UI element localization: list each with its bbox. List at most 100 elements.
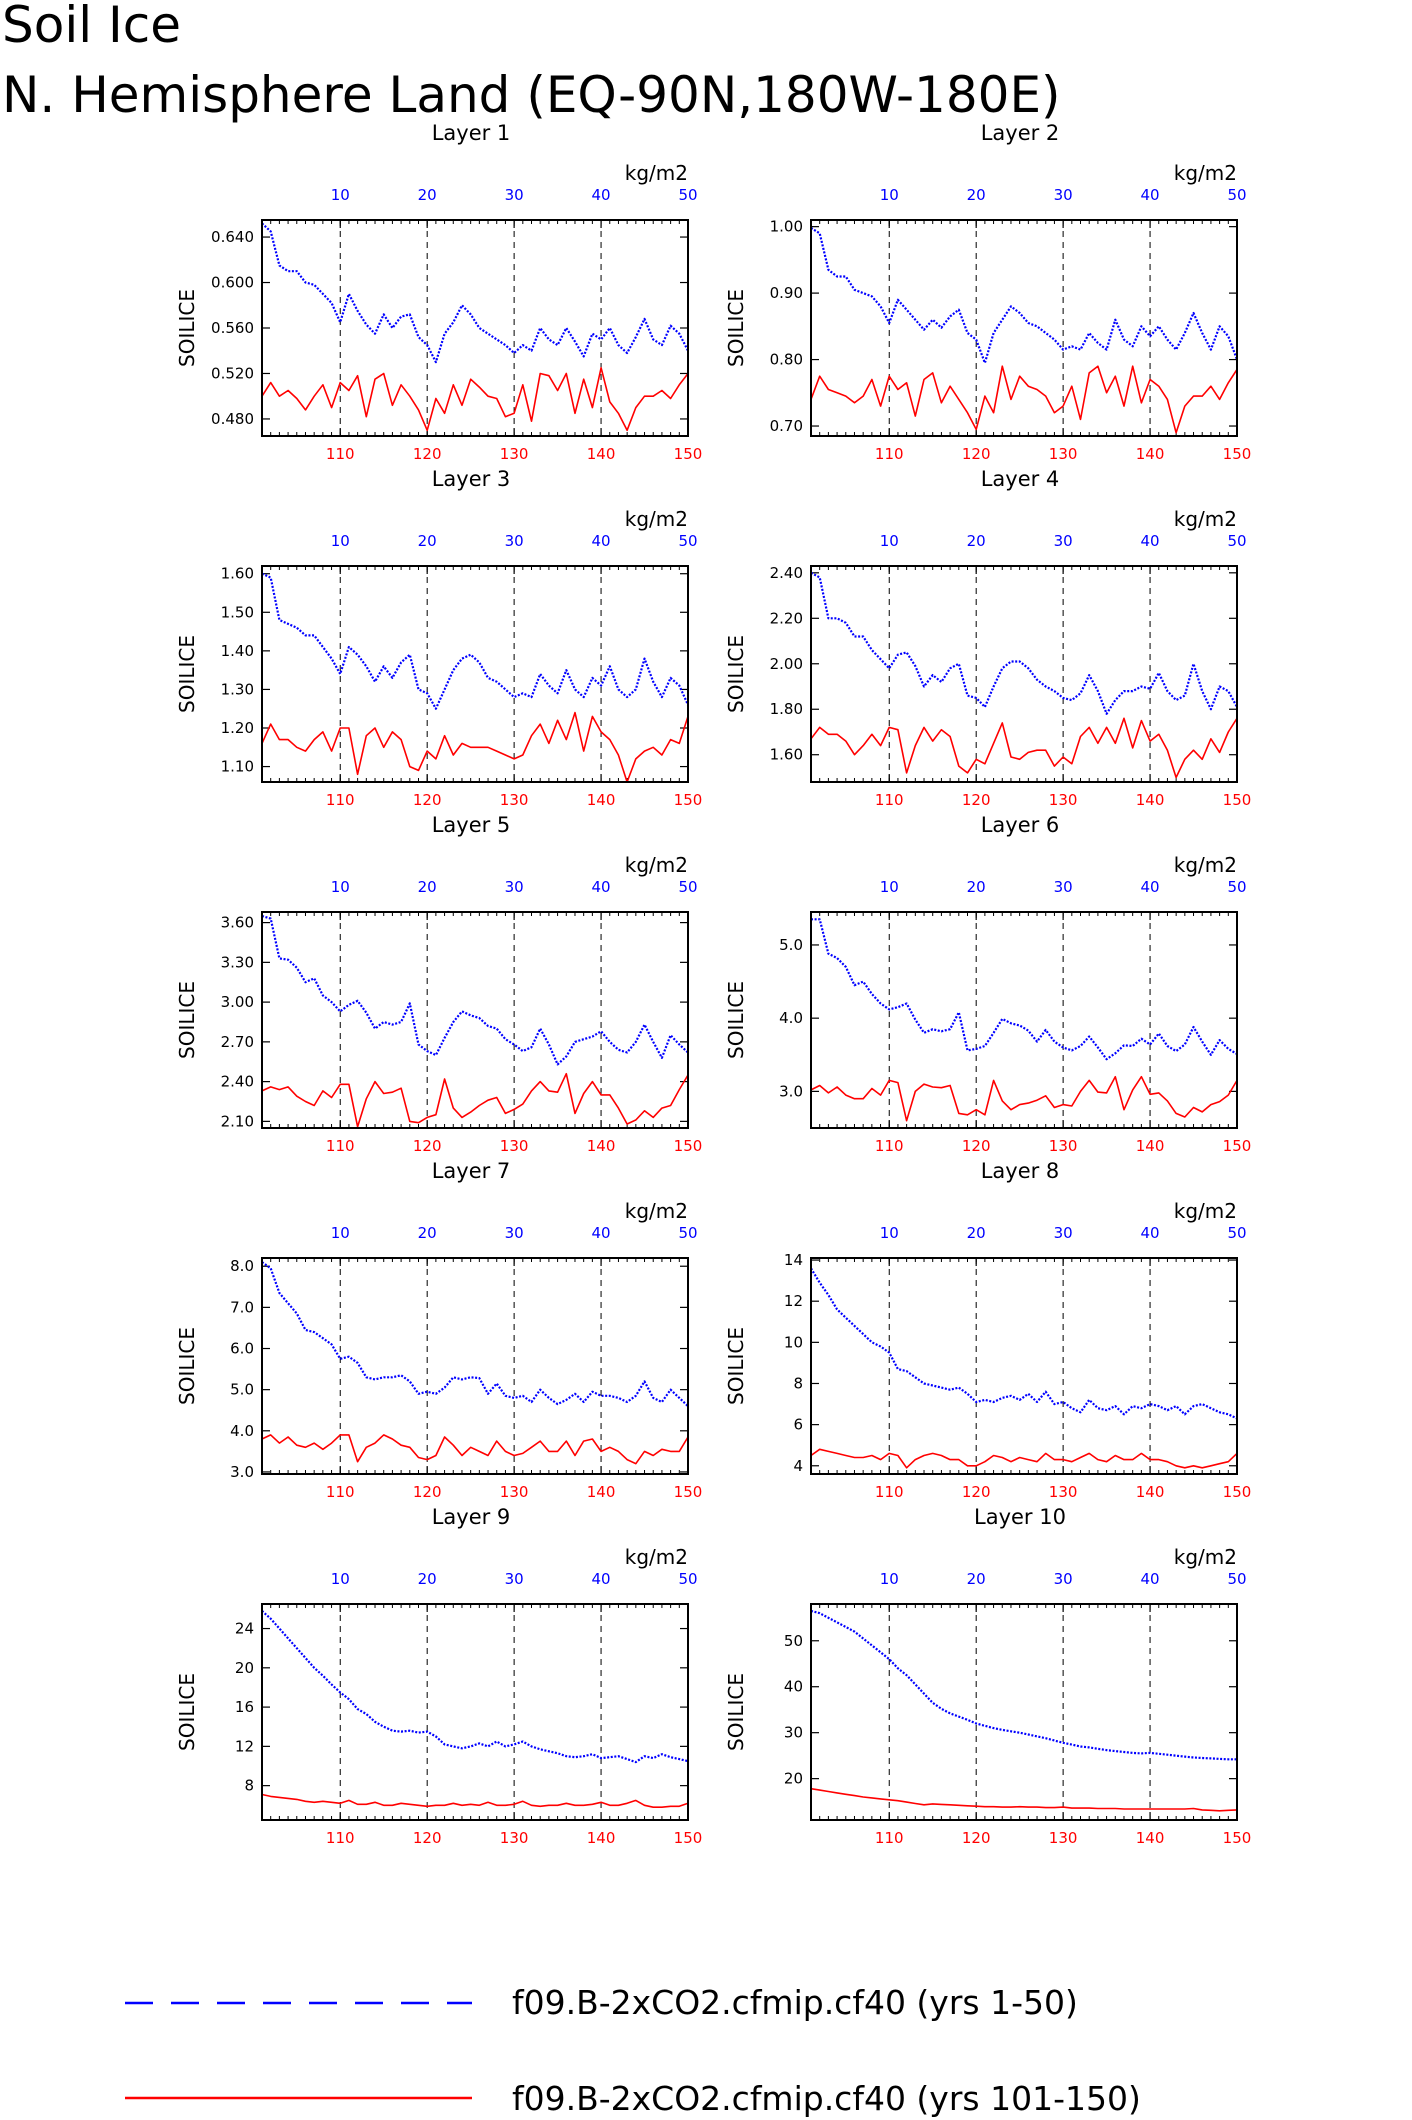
chart-panel: Layer 7 kg/m2 10 20 30 40 50 110 120 130 140 150 3.0…	[175, 1159, 702, 1501]
y-tick-label: 2.20	[770, 609, 803, 627]
series-line-yrs-101-150	[261, 1434, 689, 1465]
bottom-tick-label: 130	[1049, 445, 1078, 463]
top-tick-label: 40	[592, 1224, 611, 1242]
series-line-yrs-1-50	[261, 1261, 689, 1407]
top-tick-label: 30	[505, 186, 524, 204]
bottom-tick-label: 110	[326, 1483, 355, 1501]
bottom-tick-label: 150	[674, 445, 703, 463]
panel-title: Layer 8	[981, 1159, 1060, 1183]
y-axis-label: SOILICE	[724, 1327, 748, 1405]
y-tick-label: 3.0	[230, 1463, 254, 1481]
y-tick-label: 1.10	[221, 758, 254, 776]
y-tick-label: 0.560	[211, 319, 254, 337]
bottom-tick-label: 150	[674, 791, 703, 809]
top-tick-label: 30	[505, 878, 524, 896]
top-tick-label: 20	[967, 1224, 986, 1242]
bottom-tick-label: 120	[962, 1483, 991, 1501]
top-tick-label: 10	[331, 186, 350, 204]
panel-title: Layer 4	[981, 467, 1060, 491]
top-tick-label: 40	[592, 1570, 611, 1588]
top-axis-unit-label: kg/m2	[1174, 853, 1237, 877]
y-axis-label: SOILICE	[724, 1673, 748, 1751]
panel-title: Layer 9	[432, 1505, 511, 1529]
top-tick-label: 10	[331, 1570, 350, 1588]
y-tick-label: 8	[793, 1374, 803, 1392]
series-line-yrs-101-150	[810, 1787, 1238, 1812]
plot-frame	[261, 911, 689, 1129]
y-axis-label: SOILICE	[724, 635, 748, 713]
series-line-yrs-1-50	[810, 1267, 1238, 1420]
bottom-tick-label: 130	[1049, 1829, 1078, 1847]
y-tick-label: 20	[235, 1659, 254, 1677]
plot-frame	[261, 219, 689, 437]
y-tick-label: 30	[784, 1724, 803, 1742]
bottom-tick-label: 150	[1223, 1483, 1252, 1501]
bottom-tick-label: 140	[1136, 1137, 1165, 1155]
series-line-yrs-1-50	[261, 222, 689, 364]
plot-frame	[810, 911, 1238, 1129]
top-tick-label: 20	[418, 878, 437, 896]
y-axis-label: SOILICE	[175, 981, 199, 1059]
legend: f09.B-2xCO2.cfmip.cf40 (yrs 1-50) f09.B-…	[125, 1983, 1141, 2118]
bottom-tick-label: 150	[1223, 791, 1252, 809]
top-tick-label: 40	[592, 186, 611, 204]
top-tick-label: 20	[967, 1570, 986, 1588]
y-axis-label: SOILICE	[175, 289, 199, 367]
y-axis-label: SOILICE	[175, 635, 199, 713]
top-tick-label: 50	[678, 1224, 697, 1242]
top-tick-label: 20	[967, 186, 986, 204]
chart-panel: Layer 3 kg/m2 10 20 30 40 50 110 120 130 140 150 1.1…	[175, 467, 702, 809]
series-line-yrs-1-50	[810, 1609, 1237, 1761]
bottom-tick-label: 120	[413, 1483, 442, 1501]
chart-panel: Layer 8 kg/m2 10 20 30 40 50 110 120 130 140 150 4 6 8…	[724, 1159, 1251, 1501]
y-tick-label: 1.60	[770, 746, 803, 764]
panel-title: Layer 10	[974, 1505, 1066, 1529]
top-tick-label: 30	[505, 1570, 524, 1588]
top-tick-label: 20	[418, 186, 437, 204]
bottom-tick-label: 140	[587, 445, 616, 463]
y-axis-label: SOILICE	[724, 289, 748, 367]
bottom-tick-label: 120	[962, 1829, 991, 1847]
top-tick-label: 40	[592, 878, 611, 896]
y-tick-label: 40	[784, 1678, 803, 1696]
series-line-yrs-101-150	[261, 366, 689, 432]
plot-frame	[261, 1603, 689, 1821]
y-tick-label: 10	[784, 1333, 803, 1351]
series-line-yrs-101-150	[810, 717, 1238, 779]
panel-title: Layer 5	[432, 813, 511, 837]
plot-frame	[810, 1603, 1238, 1821]
panel-title: Layer 1	[432, 121, 511, 145]
bottom-tick-label: 130	[500, 1829, 529, 1847]
bottom-tick-label: 110	[326, 1829, 355, 1847]
top-tick-label: 50	[1227, 1224, 1246, 1242]
panel-title: Layer 6	[981, 813, 1060, 837]
y-tick-label: 0.640	[211, 228, 254, 246]
bottom-tick-label: 120	[962, 445, 991, 463]
bottom-tick-label: 130	[1049, 1483, 1078, 1501]
series-line-yrs-101-150	[261, 711, 689, 783]
top-tick-label: 50	[1227, 1570, 1246, 1588]
bottom-tick-label: 140	[1136, 445, 1165, 463]
top-axis-unit-label: kg/m2	[1174, 1545, 1237, 1569]
bottom-tick-label: 130	[1049, 791, 1078, 809]
top-tick-label: 40	[1141, 532, 1160, 550]
y-tick-label: 24	[235, 1620, 254, 1638]
top-tick-label: 40	[1141, 1570, 1160, 1588]
top-tick-label: 50	[678, 1570, 697, 1588]
y-tick-label: 0.600	[211, 274, 254, 292]
series-line-yrs-1-50	[811, 918, 1238, 1061]
y-tick-label: 0.480	[211, 410, 254, 428]
bottom-tick-label: 140	[1136, 1483, 1165, 1501]
y-tick-label: 2.40	[221, 1073, 254, 1091]
bottom-tick-label: 150	[674, 1137, 703, 1155]
bottom-tick-label: 130	[500, 445, 529, 463]
y-tick-label: 6	[793, 1416, 803, 1434]
y-tick-label: 5.0	[230, 1381, 254, 1399]
y-tick-label: 50	[784, 1632, 803, 1650]
chart-panel: Layer 4 kg/m2 10 20 30 40 50 110 120 130 140 150 1.6…	[724, 467, 1251, 809]
bottom-tick-label: 150	[1223, 1829, 1252, 1847]
bottom-tick-label: 110	[326, 791, 355, 809]
top-axis-unit-label: kg/m2	[625, 1199, 688, 1223]
top-tick-label: 10	[880, 878, 899, 896]
y-tick-label: 1.60	[221, 565, 254, 583]
